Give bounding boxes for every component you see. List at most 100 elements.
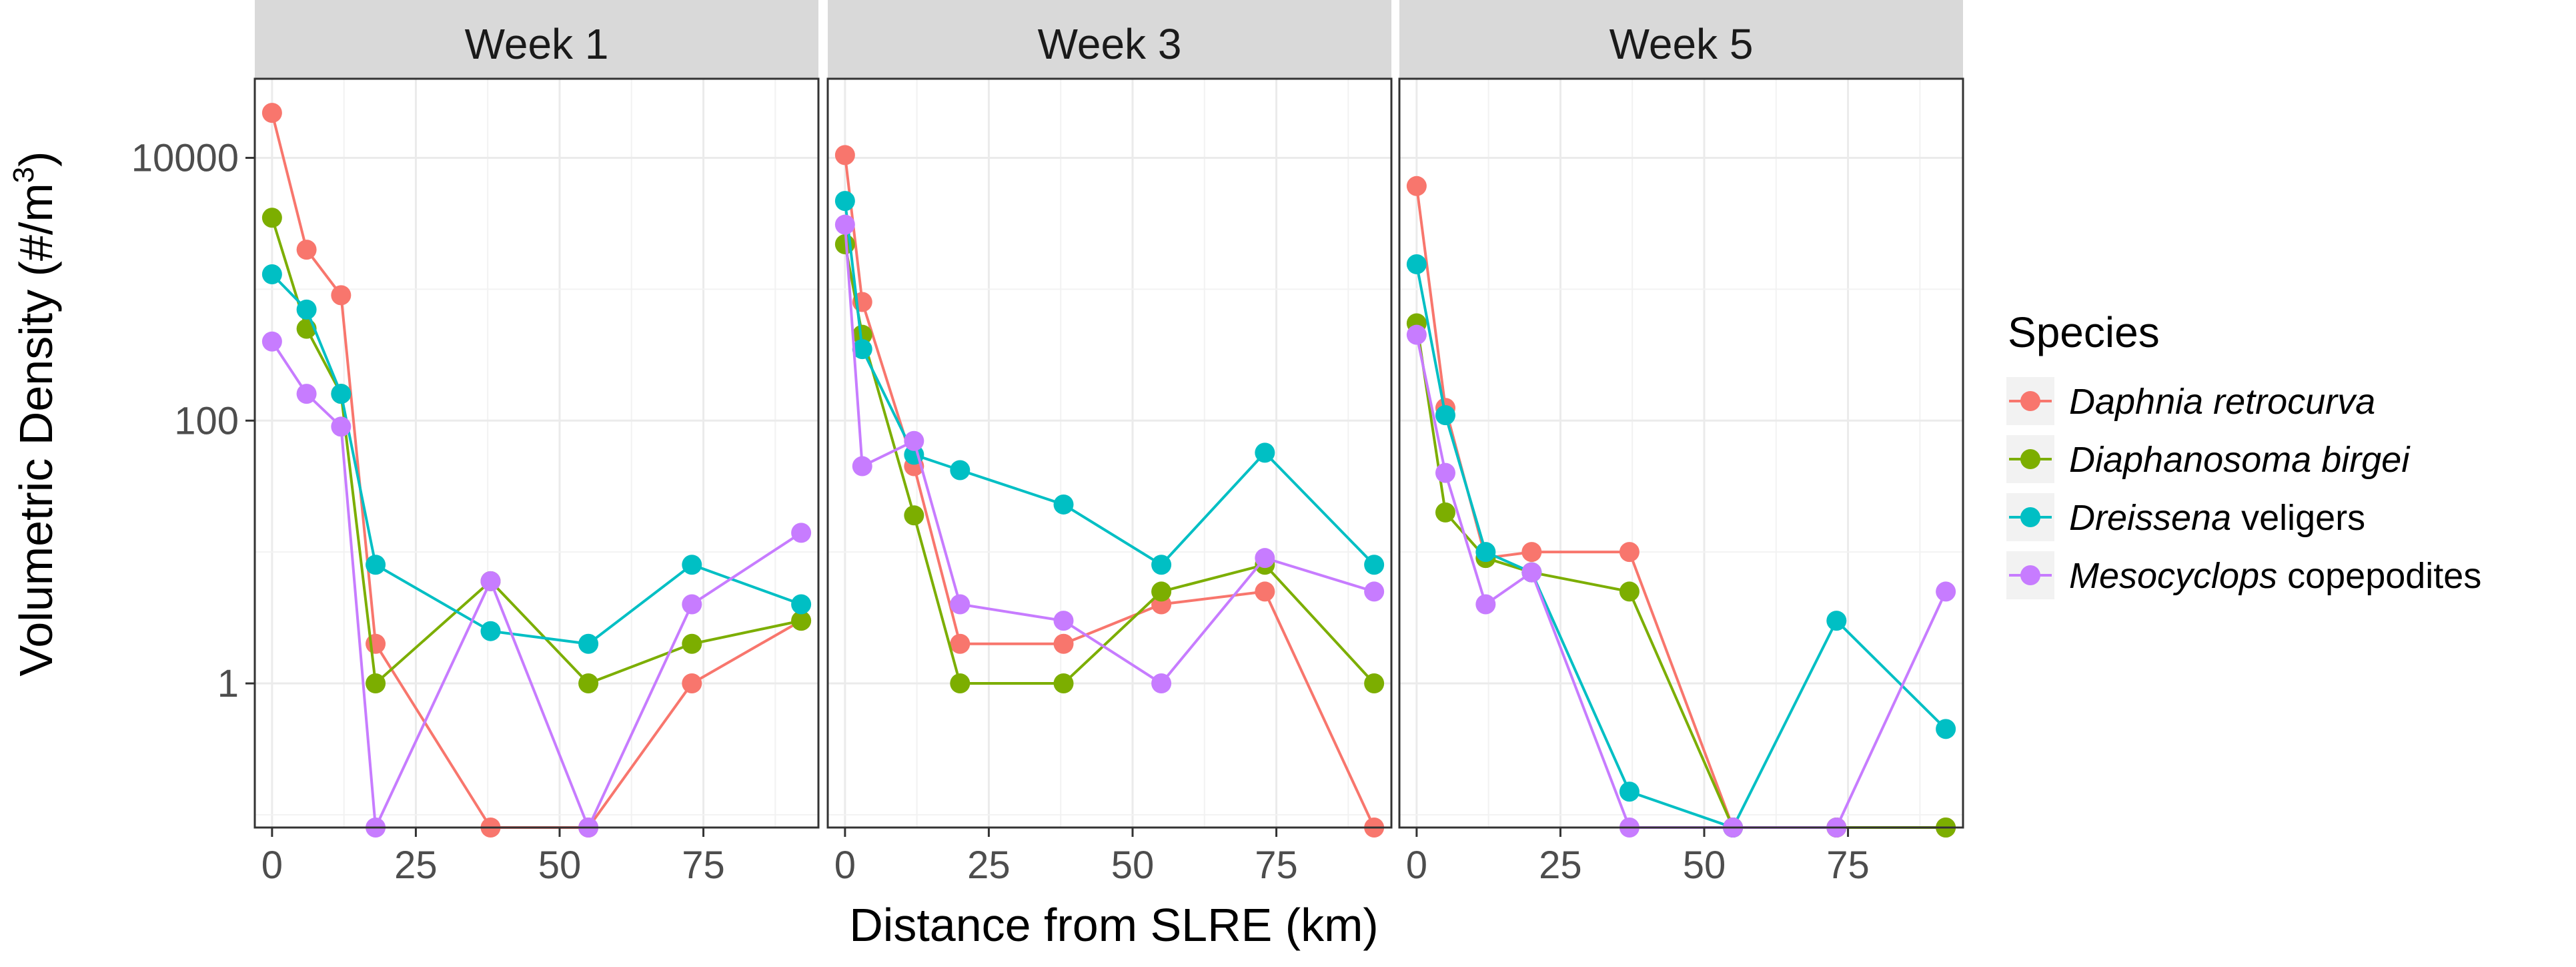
series-dreissena-veligers (261, 264, 812, 654)
x-tick-label: 75 (1255, 844, 1298, 887)
series-line (843, 200, 1375, 567)
data-point (904, 505, 924, 526)
legend-title: Species (2008, 308, 2160, 356)
panel-border (826, 77, 1393, 829)
legend-label-plain: copepodites (2277, 556, 2481, 596)
data-point (261, 103, 282, 123)
y-axis: 1 100 10000 (131, 137, 255, 705)
data-point (791, 611, 812, 631)
data-point (1406, 254, 1427, 274)
legend-label: Mesocyclops copepodites (2069, 556, 2481, 596)
legend-label-italic: Daphnia retrocurva (2069, 382, 2375, 422)
data-point (852, 456, 872, 476)
panel-border (1398, 77, 1964, 829)
data-point (1435, 462, 1455, 483)
data-point (331, 384, 352, 404)
data-point (366, 633, 386, 654)
series-line (1415, 264, 1947, 830)
facet-strip (828, 0, 1391, 79)
data-point (1151, 555, 1172, 575)
data-point (834, 214, 855, 235)
facet-panels: Week 1 Week 3 Week 5 (253, 0, 1964, 838)
series-mesocyclops-copepodites (261, 331, 812, 838)
data-point (261, 264, 282, 284)
y-axis-title-close: ) (10, 151, 62, 167)
data-point (1151, 673, 1172, 694)
series-line (271, 273, 802, 645)
legend-label: Daphnia retrocurva (2069, 382, 2375, 422)
facet-week-1: Week 1 (253, 0, 820, 838)
x-tick-label: 25 (1539, 844, 1582, 887)
data-point (1619, 581, 1640, 602)
data-point (578, 673, 599, 694)
x-tick-label: 50 (1111, 844, 1155, 887)
legend-entry: Diaphanosoma birgei (2006, 435, 2411, 483)
y-axis-title-main: Volumetric Density (#/m (10, 183, 62, 676)
y-tick-label: 10000 (131, 137, 239, 180)
y-axis-title-group: Volumetric Density (#/m3) (7, 151, 62, 677)
data-point (1936, 581, 1956, 602)
data-point (791, 594, 812, 615)
legend: Species Daphnia retrocurva Diaphanosoma b… (2006, 308, 2481, 599)
legend-label-italic: Dreissena (2069, 498, 2231, 538)
legend-key-point (2020, 391, 2040, 411)
y-axis-title-sup: 3 (7, 167, 40, 183)
series-dreissena-veligers (834, 191, 1385, 575)
data-point (1406, 324, 1427, 345)
x-tick-label: 75 (1826, 844, 1870, 887)
data-point (950, 594, 971, 615)
data-point (1826, 611, 1847, 631)
data-point (1521, 542, 1542, 563)
data-point (682, 594, 702, 615)
data-point (1364, 673, 1385, 694)
x-tick-label: 75 (682, 844, 725, 887)
x-tick-label: 50 (538, 844, 582, 887)
x-axis-title: Distance from SLRE (km) (849, 899, 1378, 951)
y-axis-title: Volumetric Density (#/m3) (7, 151, 62, 677)
legend-entry: Mesocyclops copepodites (2006, 551, 2481, 599)
series-dreissena-veligers (1406, 254, 1956, 838)
data-point (480, 571, 501, 591)
gridlines (1399, 79, 1963, 828)
data-point (852, 339, 872, 360)
data-point (1151, 581, 1172, 602)
data-point (296, 240, 317, 260)
data-point (578, 633, 599, 654)
legend-entry: Daphnia retrocurva (2006, 377, 2375, 425)
data-point (296, 384, 317, 404)
legend-label-italic: Mesocyclops (2069, 556, 2277, 596)
legend-key-point (2020, 565, 2040, 585)
data-point (1619, 542, 1640, 563)
facet-week-5: Week 5 (1398, 0, 1964, 838)
series-mesocyclops-copepodites (834, 214, 1385, 694)
y-tick-label: 100 (174, 399, 239, 442)
data-point (1255, 442, 1275, 463)
facet-title: Week 3 (1038, 20, 1182, 68)
gridlines (255, 79, 818, 828)
series-line (270, 217, 802, 687)
data-point (480, 621, 501, 641)
facet-strip (255, 0, 818, 79)
data-point (682, 633, 702, 654)
data-point (1053, 611, 1074, 631)
data-point (261, 208, 282, 228)
data-point (1475, 594, 1496, 615)
data-point (1435, 405, 1455, 426)
data-point (366, 673, 386, 694)
data-point (296, 299, 317, 320)
legend-key-point (2020, 507, 2040, 527)
data-point (904, 430, 924, 451)
data-point (682, 673, 702, 694)
data-point (834, 145, 855, 166)
data-point (1521, 562, 1542, 583)
data-point (1053, 633, 1074, 654)
x-tick-label: 25 (967, 844, 1011, 887)
x-tick-label: 0 (1406, 844, 1427, 887)
data-point (1255, 548, 1275, 569)
y-tick-label: 1 (217, 662, 239, 705)
data-point (682, 555, 702, 575)
legend-label: Dreissena veligers (2069, 498, 2365, 538)
legend-items: Daphnia retrocurva Diaphanosoma birgei Dre… (2006, 377, 2481, 599)
legend-key-point (2020, 449, 2040, 469)
